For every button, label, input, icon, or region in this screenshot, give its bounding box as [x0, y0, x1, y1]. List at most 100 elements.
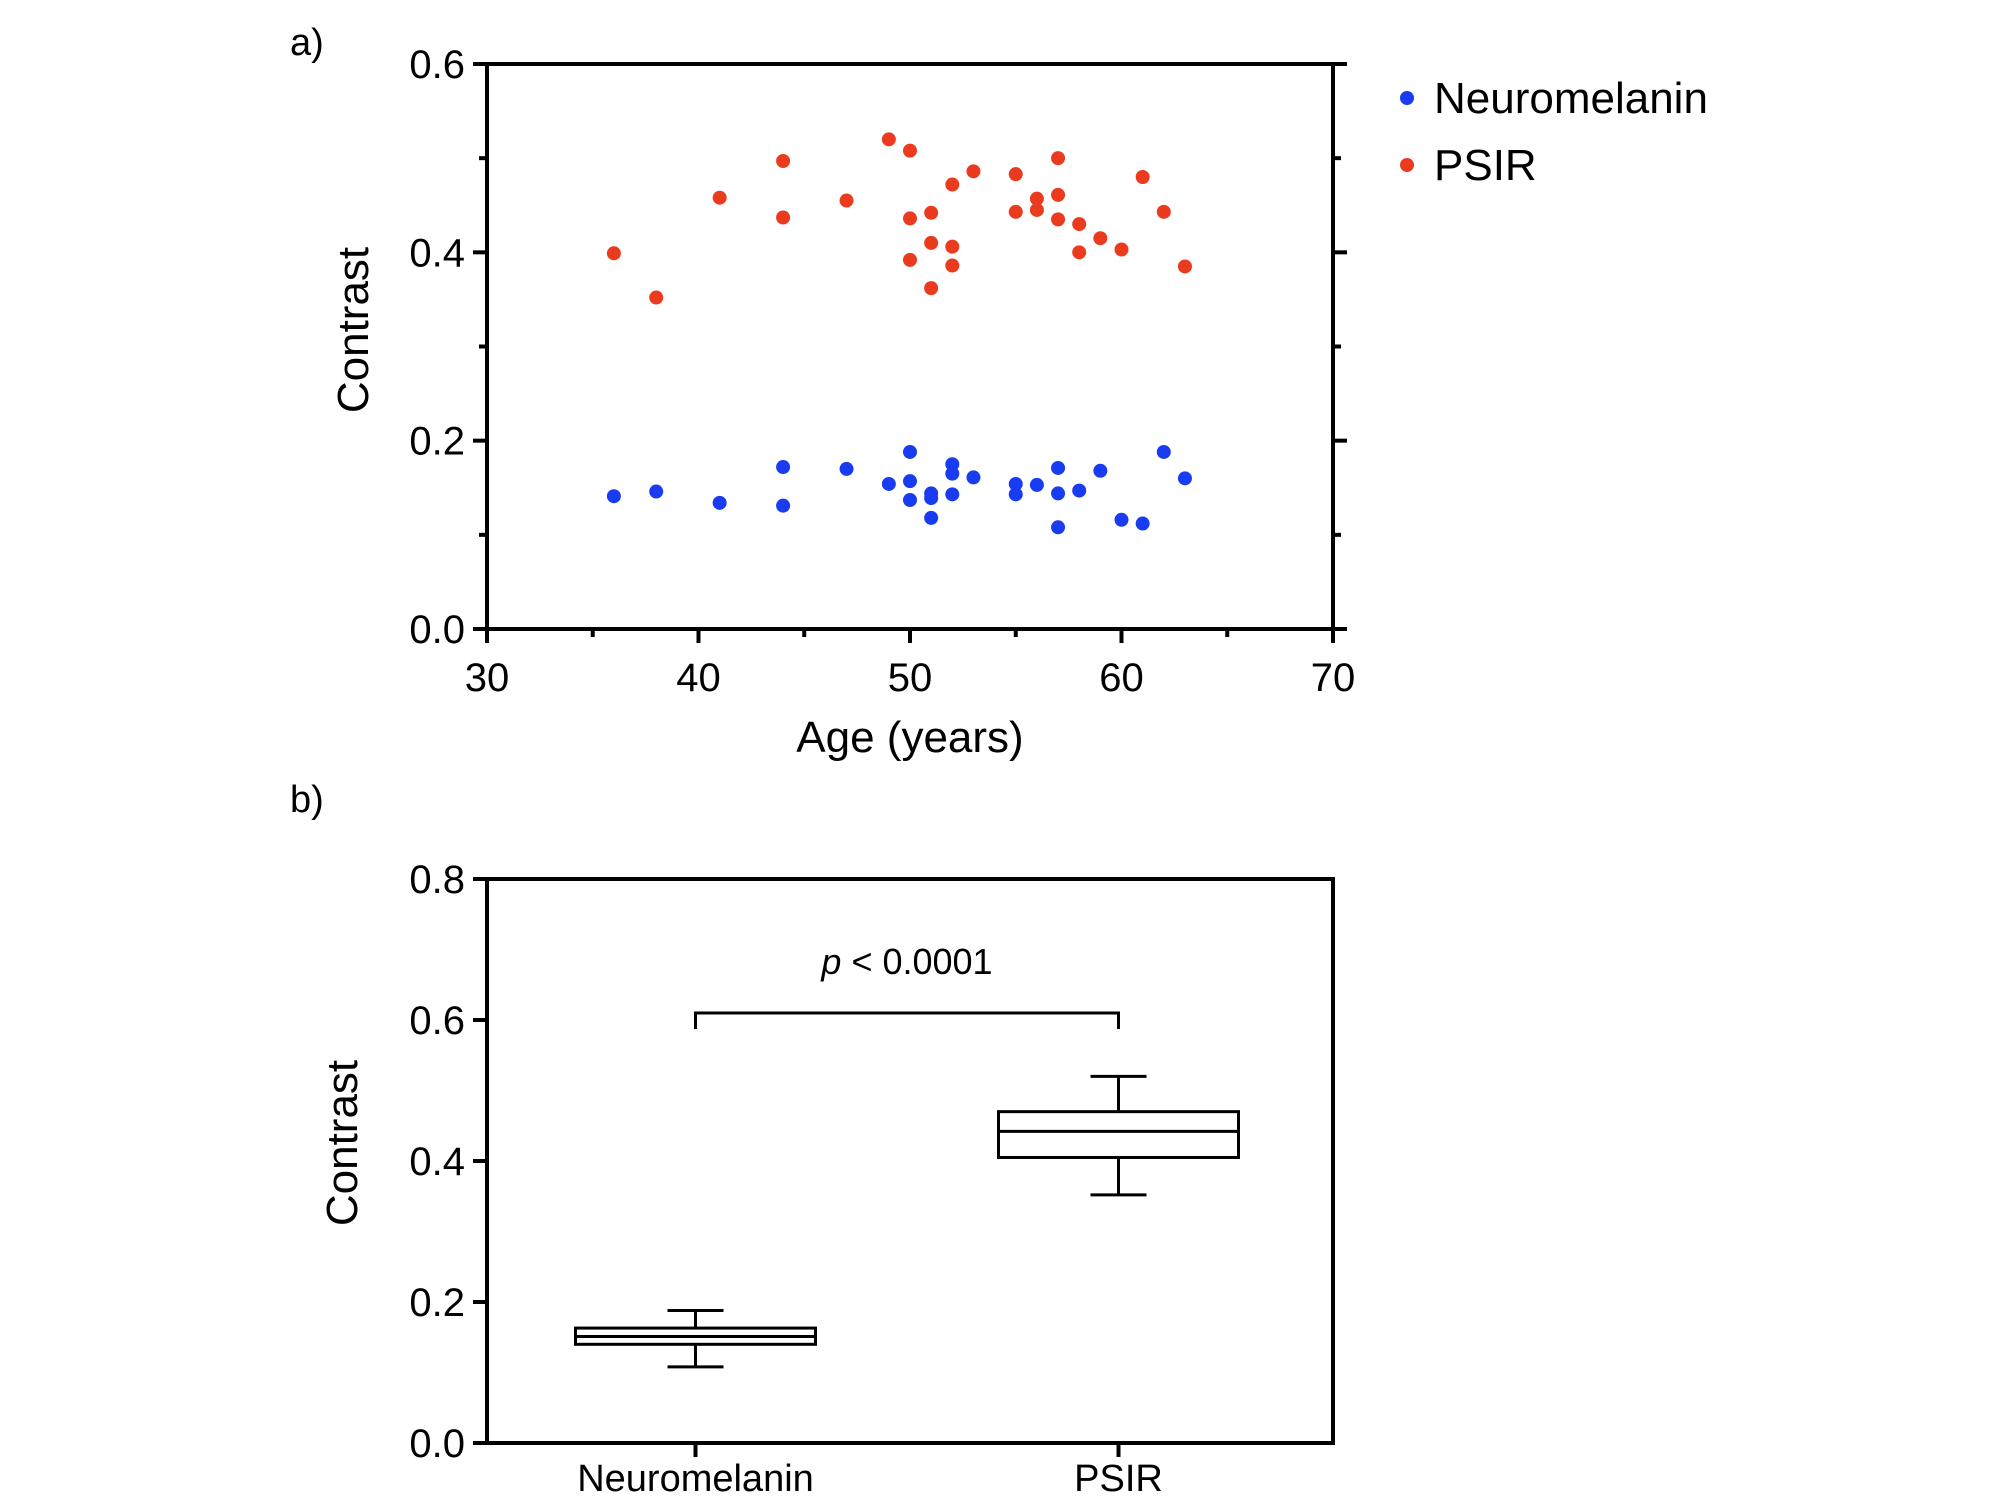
p-value: < 0.0001 — [841, 941, 992, 982]
point-neuromelanin — [903, 492, 917, 507]
panel-a-x-tick-label: 60 — [1099, 656, 1144, 700]
point-psir — [1029, 191, 1044, 206]
panel-b-y-tick-label: 0.6 — [409, 999, 465, 1043]
legend-marker-psir — [1400, 158, 1414, 172]
legend-marker-neuromelanin — [1400, 91, 1414, 105]
point-psir — [966, 164, 981, 179]
panel-a-x-tick-label: 30 — [465, 656, 510, 700]
point-neuromelanin — [1029, 477, 1044, 492]
point-neuromelanin — [945, 487, 960, 502]
point-neuromelanin — [1177, 471, 1192, 486]
point-neuromelanin — [1135, 516, 1150, 531]
point-neuromelanin — [776, 460, 791, 475]
point-psir — [1008, 204, 1023, 219]
point-neuromelanin — [1051, 460, 1066, 475]
panel-b-y-tick-label: 0.8 — [409, 858, 465, 902]
panel-a-data-points — [606, 132, 1192, 535]
panel-a-y-tick-label: 0.0 — [409, 608, 465, 652]
point-psir — [1177, 259, 1192, 274]
panel-a-y-tick-label: 0.2 — [409, 420, 465, 464]
point-neuromelanin — [945, 466, 960, 481]
panel-b-category-label: Neuromelanin — [577, 1458, 814, 1500]
panel-b-y-tick-label: 0.4 — [409, 1140, 465, 1184]
panel-b-y-tick-label: 0.2 — [409, 1281, 465, 1325]
point-neuromelanin — [881, 476, 896, 491]
legend-label-neuromelanin: Neuromelanin — [1434, 74, 1708, 123]
point-neuromelanin — [1051, 486, 1066, 501]
panel-a-y-tick-label: 0.6 — [409, 43, 465, 87]
point-psir — [1008, 167, 1023, 182]
panel-b-y-tick-label: 0.0 — [409, 1422, 465, 1466]
legend: Neuromelanin PSIR — [1400, 74, 1708, 190]
point-psir — [945, 177, 960, 192]
point-psir — [903, 211, 917, 226]
panel-a-scatter: a) 0.0 0.2 0.4 0.6 30 40 50 60 70 Age (years) C… — [290, 22, 1708, 762]
p-symbol: p — [820, 941, 841, 982]
panel-b-y-axis: 0.0 0.2 0.4 0.6 0.8 — [409, 858, 487, 1466]
point-psir — [839, 193, 854, 208]
significance-annotation: p < 0.0001 — [820, 941, 992, 982]
point-neuromelanin — [776, 498, 791, 513]
point-neuromelanin — [649, 484, 664, 499]
point-neuromelanin — [924, 491, 939, 506]
point-neuromelanin — [712, 495, 727, 510]
point-psir — [1135, 170, 1150, 184]
point-neuromelanin — [1008, 476, 1023, 491]
panel-a-x-tick-label: 70 — [1311, 656, 1356, 700]
point-neuromelanin — [1156, 444, 1171, 459]
point-psir — [945, 258, 960, 273]
point-neuromelanin — [924, 510, 939, 525]
point-neuromelanin — [1008, 487, 1023, 502]
significance-bracket — [694, 1011, 1120, 1029]
point-psir — [649, 290, 664, 305]
point-psir — [881, 132, 896, 147]
panel-a-y-tick-label: 0.4 — [409, 231, 465, 275]
point-psir — [1051, 151, 1066, 166]
point-neuromelanin — [1072, 483, 1087, 498]
point-psir — [776, 210, 791, 225]
panel-a-x-axis-title: Age (years) — [796, 713, 1023, 762]
box-psir — [997, 1074, 1240, 1197]
point-psir — [924, 235, 939, 250]
panel-a-x-tick-label: 40 — [676, 656, 721, 700]
point-neuromelanin — [1051, 520, 1066, 535]
point-psir — [1029, 202, 1044, 217]
point-neuromelanin — [1093, 463, 1108, 478]
panel-b-label: b) — [290, 779, 324, 821]
panel-b-y-axis-title: Contrast — [318, 1060, 367, 1226]
box-iqr — [997, 1110, 1240, 1159]
point-psir — [1072, 217, 1087, 232]
point-psir — [606, 246, 621, 261]
point-psir — [924, 281, 939, 296]
legend-label-psir: PSIR — [1434, 141, 1537, 190]
panel-b-boxes — [574, 1074, 1240, 1369]
point-psir — [776, 153, 791, 168]
point-neuromelanin — [966, 470, 981, 485]
point-neuromelanin — [903, 474, 917, 489]
point-neuromelanin — [606, 489, 621, 504]
point-psir — [1093, 231, 1108, 246]
point-psir — [945, 239, 960, 254]
point-psir — [1156, 204, 1171, 219]
panel-b-boxplot: b) 0.0 0.2 0.4 0.6 0.8 Neuromelanin PSIR Cont… — [290, 779, 1335, 1500]
point-psir — [1051, 212, 1066, 227]
point-psir — [903, 143, 917, 158]
point-neuromelanin — [903, 444, 917, 459]
point-psir — [924, 205, 939, 220]
panel-a-x-axis: 30 40 50 60 70 — [465, 629, 1356, 700]
panel-b-category-label: PSIR — [1074, 1458, 1163, 1500]
panel-a-label: a) — [290, 22, 324, 64]
point-psir — [1051, 187, 1066, 202]
point-neuromelanin — [1114, 512, 1129, 527]
point-neuromelanin — [839, 461, 854, 476]
panel-a-x-tick-label: 50 — [888, 656, 933, 700]
point-psir — [712, 190, 727, 205]
panel-a-y-axis-title: Contrast — [329, 247, 378, 413]
point-psir — [1072, 245, 1087, 260]
panel-a-y-axis: 0.0 0.2 0.4 0.6 — [409, 43, 1347, 652]
point-psir — [903, 252, 917, 267]
panel-b-x-axis: Neuromelanin PSIR — [577, 1443, 1163, 1500]
point-psir — [1114, 242, 1129, 257]
box-neuromelanin — [574, 1308, 817, 1369]
